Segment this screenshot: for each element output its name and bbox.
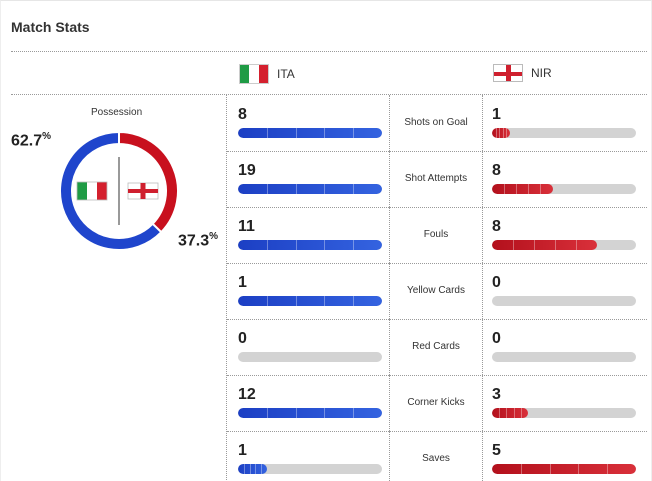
stat-home-bar bbox=[238, 128, 382, 138]
possession-donut-chart bbox=[59, 130, 179, 251]
stat-away-value: 0 bbox=[492, 330, 501, 347]
stat-divider-left bbox=[389, 319, 390, 375]
stat-away-bar bbox=[492, 408, 636, 418]
team-code-away: NIR bbox=[531, 66, 552, 80]
stat-away-bar-fill bbox=[492, 128, 510, 138]
stat-away-bar bbox=[492, 296, 636, 306]
possession-label: Possession bbox=[91, 107, 143, 118]
stat-divider-right bbox=[482, 263, 483, 319]
stat-home-value: 0 bbox=[238, 330, 247, 347]
possession-divider bbox=[226, 95, 227, 481]
stat-home-value: 11 bbox=[238, 218, 255, 235]
stat-row-divider bbox=[227, 207, 647, 208]
possession-arc-home bbox=[59, 130, 163, 251]
stat-home-bar bbox=[238, 352, 382, 362]
stat-divider-left bbox=[389, 431, 390, 481]
stat-name-shots-on-goal: Shots on Goal bbox=[404, 117, 468, 128]
stat-row-divider bbox=[227, 151, 647, 152]
stat-home-bar-fill bbox=[238, 296, 382, 306]
stat-home-value: 19 bbox=[238, 162, 256, 179]
stat-away-value: 0 bbox=[492, 274, 501, 291]
stat-home-bar bbox=[238, 296, 382, 306]
stat-divider-right bbox=[482, 375, 483, 431]
stat-divider-left bbox=[389, 375, 390, 431]
northern-ireland-flag-icon bbox=[493, 64, 523, 82]
team-header-away: NIR bbox=[493, 64, 552, 82]
stat-divider-right bbox=[482, 319, 483, 375]
stat-name-corner-kicks: Corner Kicks bbox=[407, 397, 465, 408]
team-code-home: ITA bbox=[277, 67, 295, 81]
team-header-divider bbox=[11, 94, 647, 95]
italy-flag-icon-donut bbox=[76, 181, 108, 201]
stat-divider-right bbox=[482, 207, 483, 263]
stat-away-bar bbox=[492, 352, 636, 362]
stat-divider-left bbox=[389, 207, 390, 263]
stat-row-divider bbox=[227, 431, 647, 432]
stat-away-bar bbox=[492, 240, 636, 250]
stat-row-divider bbox=[227, 319, 647, 320]
stat-row-divider bbox=[227, 375, 647, 376]
stat-away-bar-fill bbox=[492, 464, 636, 474]
stat-home-bar-fill bbox=[238, 408, 382, 418]
stat-divider-left bbox=[389, 95, 390, 151]
stat-divider-left bbox=[389, 263, 390, 319]
stat-away-value: 8 bbox=[492, 162, 501, 179]
stat-home-bar-fill bbox=[238, 184, 382, 194]
stat-name-red-cards: Red Cards bbox=[412, 341, 460, 352]
stat-divider-right bbox=[482, 95, 483, 151]
stat-name-shot-attempts: Shot Attempts bbox=[404, 173, 468, 184]
stat-away-value: 8 bbox=[492, 218, 501, 235]
stat-home-value: 8 bbox=[238, 106, 247, 123]
stat-home-value: 12 bbox=[238, 386, 256, 403]
stat-away-value: 3 bbox=[492, 386, 501, 403]
northern-ireland-flag-icon-donut bbox=[127, 182, 159, 200]
stat-divider-right bbox=[482, 151, 483, 207]
stat-away-value: 5 bbox=[492, 442, 501, 459]
stat-away-bar-fill bbox=[492, 240, 597, 250]
italy-flag-icon bbox=[239, 64, 269, 84]
stat-away-bar-fill bbox=[492, 408, 528, 418]
stat-away-bar-fill bbox=[492, 184, 553, 194]
stat-away-bar bbox=[492, 184, 636, 194]
team-header-home: ITA bbox=[239, 64, 295, 84]
stat-home-bar-fill bbox=[238, 240, 382, 250]
stat-name-yellow-cards: Yellow Cards bbox=[407, 285, 465, 296]
stat-home-value: 1 bbox=[238, 442, 247, 459]
stat-home-bar bbox=[238, 184, 382, 194]
stat-row-divider bbox=[227, 263, 647, 264]
stat-home-bar bbox=[238, 464, 382, 474]
stat-home-bar bbox=[238, 240, 382, 250]
match-stats-title: Match Stats bbox=[11, 19, 90, 35]
stat-home-value: 1 bbox=[238, 274, 247, 291]
stat-name-saves: Saves bbox=[422, 453, 450, 464]
stat-away-value: 1 bbox=[492, 106, 501, 123]
stat-name-fouls: Fouls bbox=[423, 229, 449, 240]
possession-away-percent: 37.3% bbox=[178, 231, 219, 250]
possession-home-percent: 62.7% bbox=[11, 131, 52, 150]
stat-home-bar-fill bbox=[238, 464, 267, 474]
possession-arc-away bbox=[118, 130, 179, 234]
stat-divider-left bbox=[389, 151, 390, 207]
stat-away-bar bbox=[492, 128, 636, 138]
stat-home-bar-fill bbox=[238, 128, 382, 138]
header-divider bbox=[11, 51, 647, 52]
stat-divider-right bbox=[482, 431, 483, 481]
stat-home-bar bbox=[238, 408, 382, 418]
stat-away-bar bbox=[492, 464, 636, 474]
